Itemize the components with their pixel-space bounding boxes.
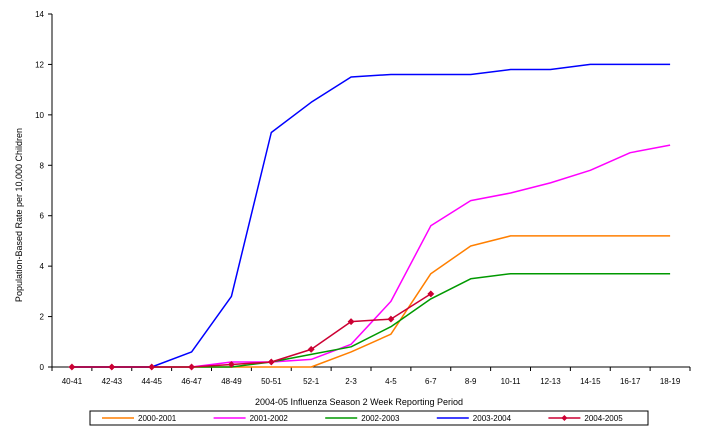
- x-tick-label: 52-1: [303, 377, 320, 386]
- y-tick-label: 6: [40, 212, 45, 221]
- x-tick-label: 50-51: [261, 377, 282, 386]
- data-point: [68, 363, 76, 371]
- x-tick-label: 6-7: [425, 377, 437, 386]
- x-tick-label: 12-13: [540, 377, 561, 386]
- data-point: [188, 363, 196, 371]
- x-axis: 40-41 42-43 44-45 46-47 48-49 50-51 52-1 2-3 4-5…: [51, 366, 691, 386]
- series-line: [71, 235, 671, 368]
- data-point: [427, 290, 435, 298]
- y-tick-label: 4: [40, 262, 45, 271]
- series-2001-2002: [71, 144, 671, 368]
- y-axis: 0 2 4 6 8 10 12 14: [35, 10, 53, 372]
- legend-label: 2001-2002: [250, 414, 289, 423]
- y-tick-label: 12: [35, 60, 44, 69]
- data-point: [347, 318, 355, 326]
- legend-label: 2000-2001: [138, 414, 177, 423]
- legend-marker: [561, 415, 568, 421]
- series-layer: [68, 63, 671, 371]
- data-point: [148, 363, 156, 371]
- series-line: [71, 293, 432, 368]
- x-tick-label: 42-43: [102, 377, 123, 386]
- series-line: [71, 144, 671, 368]
- y-axis-title: Population-Based Rate per 10,000 Childre…: [14, 128, 24, 302]
- y-tick-label: 0: [40, 363, 45, 372]
- x-tick-label: 46-47: [181, 377, 202, 386]
- x-tick-label: 40-41: [62, 377, 83, 386]
- x-tick-label: 44-45: [141, 377, 162, 386]
- x-axis-title: 2004-05 Influenza Season 2 Week Reportin…: [255, 397, 463, 407]
- legend-label: 2004-2005: [584, 414, 623, 423]
- x-tick-label: 4-5: [385, 377, 397, 386]
- x-tick-label: 18-19: [660, 377, 681, 386]
- legend: 2000-2001 2001-2002 2002-2003 2003-2004 2004…: [89, 410, 649, 426]
- x-tick-label: 10-11: [501, 377, 521, 386]
- data-point: [267, 358, 275, 366]
- y-tick-label: 8: [40, 161, 45, 170]
- x-tick-label: 8-9: [465, 377, 477, 386]
- x-tick-label: 2-3: [345, 377, 357, 386]
- series-2004-2005: [68, 290, 435, 371]
- x-tick-label: 48-49: [221, 377, 242, 386]
- series-2003-2004: [71, 63, 671, 368]
- series-line: [71, 63, 671, 368]
- data-point: [227, 360, 235, 369]
- y-tick-label: 14: [35, 10, 44, 19]
- series-2000-2001: [71, 235, 671, 368]
- data-point: [108, 363, 116, 371]
- legend-box: [89, 410, 649, 426]
- data-point: [307, 345, 315, 353]
- data-point: [387, 315, 395, 323]
- y-tick-label: 2: [40, 313, 45, 322]
- y-tick-label: 10: [35, 111, 44, 120]
- legend-label: 2002-2003: [361, 414, 400, 423]
- x-tick-label: 14-15: [580, 377, 601, 386]
- legend-label: 2003-2004: [473, 414, 512, 423]
- x-tick-label: 16-17: [620, 377, 641, 386]
